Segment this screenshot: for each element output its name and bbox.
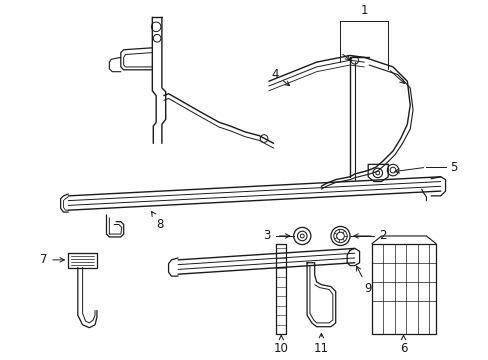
Text: 1: 1 — [360, 4, 367, 17]
Text: 9: 9 — [356, 266, 371, 295]
Text: 2: 2 — [378, 229, 386, 243]
Circle shape — [375, 171, 379, 175]
Text: 7: 7 — [40, 253, 64, 266]
Circle shape — [300, 234, 304, 238]
Text: 4: 4 — [270, 68, 289, 86]
Text: 10: 10 — [273, 336, 288, 355]
Text: 6: 6 — [399, 336, 407, 355]
Text: 5: 5 — [449, 161, 457, 174]
Text: 11: 11 — [313, 333, 328, 355]
Text: 8: 8 — [151, 212, 163, 231]
Text: 3: 3 — [263, 229, 270, 243]
